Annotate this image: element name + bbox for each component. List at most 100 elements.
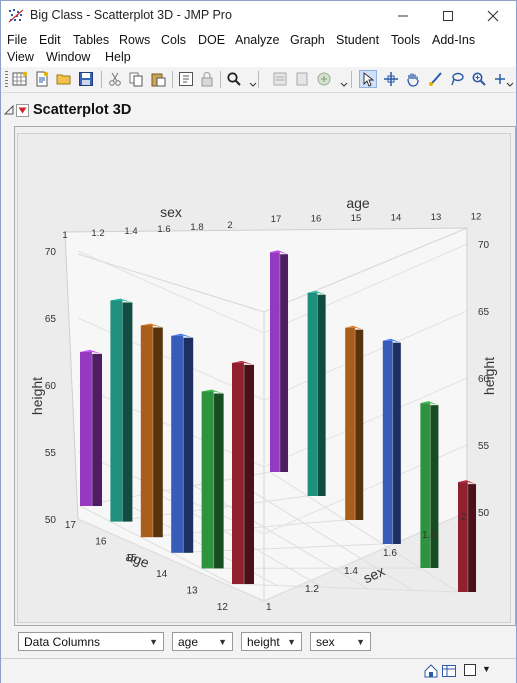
sex-tick-label-front: 1.2 bbox=[305, 584, 319, 595]
data-bar bbox=[201, 389, 224, 569]
data-bar bbox=[307, 290, 326, 496]
toolbar-separator bbox=[351, 71, 352, 88]
menu-edit[interactable]: Edit bbox=[39, 33, 61, 47]
age-tick-label-top: 14 bbox=[391, 213, 402, 224]
age-axis-label-top: age bbox=[346, 195, 370, 211]
copy-icon[interactable] bbox=[127, 70, 145, 88]
crosshair-tool-icon[interactable] bbox=[382, 70, 400, 88]
height-axis-label-right: height bbox=[481, 357, 497, 395]
lasso-tool-icon[interactable] bbox=[448, 70, 466, 88]
data-bar bbox=[171, 333, 194, 553]
red-triangle-menu-icon[interactable] bbox=[16, 104, 29, 117]
data-table-window-icon[interactable] bbox=[441, 663, 457, 682]
paste-icon[interactable] bbox=[149, 70, 167, 88]
run-script-icon[interactable] bbox=[177, 70, 195, 88]
menu-add-ins[interactable]: Add-Ins bbox=[432, 33, 476, 47]
menu-view[interactable]: View bbox=[7, 50, 34, 64]
menu-tables[interactable]: Tables bbox=[73, 33, 110, 47]
chevron-down-icon[interactable] bbox=[335, 70, 353, 88]
z-axis-dropdown[interactable]: sex ▼ bbox=[310, 632, 371, 651]
jmp-app-icon bbox=[8, 8, 24, 24]
arrow-tool-icon[interactable] bbox=[359, 70, 377, 88]
height-tick-label-left: 70 bbox=[45, 247, 57, 258]
show-window-list-icon[interactable] bbox=[464, 664, 476, 676]
age-tick-label-front: 17 bbox=[65, 520, 77, 531]
age-tick-label-top: 13 bbox=[431, 212, 442, 223]
data-bar bbox=[140, 323, 163, 538]
plot-axis-labels: height height age sex sex age bbox=[29, 195, 497, 586]
report-layout-icon[interactable] bbox=[271, 70, 289, 88]
sex-tick-label-front: 1.6 bbox=[383, 548, 397, 559]
age-tick-label-top: 12 bbox=[471, 212, 482, 223]
search-icon[interactable] bbox=[225, 70, 243, 88]
menu-graph[interactable]: Graph bbox=[290, 33, 325, 47]
x-axis-value: age bbox=[178, 635, 199, 649]
sex-tick-label-top: 1.4 bbox=[124, 226, 137, 237]
sex-tick-label-top: 1.8 bbox=[190, 222, 203, 233]
menu-rows[interactable]: Rows bbox=[119, 33, 151, 47]
height-tick-label-left: 60 bbox=[45, 381, 57, 392]
toolbar-grip[interactable] bbox=[5, 71, 8, 88]
x-axis-dropdown[interactable]: age ▼ bbox=[172, 632, 233, 651]
report-title: Scatterplot 3D bbox=[33, 102, 132, 118]
menu-analyze[interactable]: Analyze bbox=[235, 33, 280, 47]
menu-file[interactable]: File bbox=[7, 33, 28, 47]
toolbar-separator bbox=[172, 71, 173, 88]
title-bar: Big Class - Scatterplot 3D - JMP Pro bbox=[1, 1, 516, 31]
age-axis-label-front: age bbox=[124, 548, 152, 571]
plot-frame[interactable]: 50 50 55 55 60 60 65 65 70 70 17 16 15 14 13 12 1 1.2 1.4 1… bbox=[17, 133, 511, 623]
age-tick-label-front: 12 bbox=[217, 602, 229, 613]
height-tick-label-left: 50 bbox=[45, 515, 57, 526]
new-data-table-icon[interactable] bbox=[11, 70, 29, 88]
toolbar-separator bbox=[101, 71, 102, 88]
sex-tick-label-front: 2 bbox=[461, 512, 467, 523]
sex-tick-label-front: 1 bbox=[266, 602, 272, 613]
menu-window[interactable]: Window bbox=[46, 50, 91, 64]
minimize-button[interactable] bbox=[381, 3, 425, 29]
chevron-down-icon[interactable]: ▼ bbox=[482, 664, 491, 674]
zoom-tool-icon[interactable] bbox=[470, 70, 488, 88]
menu-doe[interactable]: DOE bbox=[198, 33, 226, 47]
cut-icon[interactable] bbox=[106, 70, 124, 88]
y-axis-value: height bbox=[247, 635, 280, 649]
close-button[interactable] bbox=[471, 3, 515, 29]
height-tick-label-right: 70 bbox=[478, 240, 490, 251]
y-axis-dropdown[interactable]: height ▼ bbox=[241, 632, 302, 651]
menu-help[interactable]: Help bbox=[105, 50, 131, 64]
menu-student[interactable]: Student bbox=[336, 33, 380, 47]
floor-gridline-sex bbox=[231, 478, 414, 591]
brush-tool-icon[interactable] bbox=[426, 70, 444, 88]
annotate-tool-icon[interactable] bbox=[492, 70, 510, 88]
chevron-down-icon[interactable] bbox=[506, 70, 514, 88]
height-tick-label-left: 55 bbox=[45, 448, 57, 459]
open-icon[interactable] bbox=[55, 70, 73, 88]
sex-tick-label-top: 1.2 bbox=[91, 228, 104, 239]
data-bar bbox=[345, 325, 364, 520]
menu-cols[interactable]: Cols bbox=[161, 33, 187, 47]
age-tick-label-front: 14 bbox=[156, 569, 168, 580]
chevron-down-icon[interactable] bbox=[244, 70, 262, 88]
maximize-button[interactable] bbox=[426, 3, 470, 29]
home-window-icon[interactable] bbox=[423, 663, 439, 682]
status-bar: ▼ bbox=[1, 658, 516, 683]
save-icon[interactable] bbox=[77, 70, 95, 88]
floor-gridline-sex bbox=[79, 505, 233, 585]
data-bar bbox=[382, 338, 401, 544]
floor-gridline-sex bbox=[269, 471, 459, 593]
sex-tick-label-top: 1 bbox=[62, 230, 67, 241]
lock-icon[interactable] bbox=[198, 70, 216, 88]
height-axis-label-left: height bbox=[29, 377, 45, 415]
new-script-icon[interactable] bbox=[33, 70, 51, 88]
height-tick-label-right: 55 bbox=[478, 441, 490, 452]
data-columns-dropdown[interactable]: Data Columns ▼ bbox=[18, 632, 164, 651]
add-icon[interactable] bbox=[315, 70, 333, 88]
menu-bar: File Edit Tables Rows Cols DOE Analyze G… bbox=[1, 31, 516, 67]
journal-icon[interactable] bbox=[293, 70, 311, 88]
disclosure-triangle-icon[interactable] bbox=[3, 104, 15, 119]
hand-tool-icon[interactable] bbox=[404, 70, 422, 88]
height-tick-label-right: 60 bbox=[478, 374, 490, 385]
menu-tools[interactable]: Tools bbox=[391, 33, 421, 47]
